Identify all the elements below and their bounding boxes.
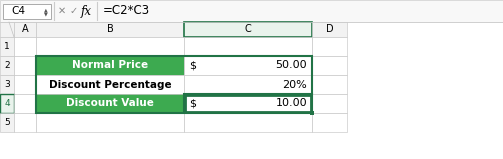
Text: A: A [22,24,28,35]
Bar [0,75,14,94]
Text: 5: 5 [4,118,10,127]
Bar [184,37,312,56]
Bar [184,113,312,132]
Bar [184,22,312,37]
Text: ▼: ▼ [44,11,48,16]
Bar [3,3,51,18]
Text: ✓: ✓ [70,6,78,16]
Text: fx: fx [80,4,92,17]
Text: C: C [244,24,252,35]
Bar [0,113,14,132]
Bar [36,37,184,56]
Bar [0,37,14,56]
Bar [184,56,312,75]
Text: 1: 1 [4,42,10,51]
Bar [0,0,503,22]
Text: Discount Value: Discount Value [66,98,154,108]
Text: 20%: 20% [282,80,307,90]
Text: 50.00: 50.00 [275,61,307,70]
Text: ▲: ▲ [44,7,48,12]
Bar [312,56,347,75]
Text: $: $ [189,61,196,70]
Bar [0,56,14,75]
Bar [312,75,347,94]
Bar [14,75,36,94]
Bar [0,22,14,37]
Bar [36,94,184,113]
Bar [36,56,312,113]
Bar [36,22,184,37]
Bar [14,37,36,56]
Bar [312,94,347,113]
Bar [0,94,14,113]
Bar [310,111,314,115]
Bar [312,22,347,37]
Text: B: B [107,24,113,35]
Bar [312,37,347,56]
Bar [14,94,36,113]
Bar [185,95,311,112]
Bar [312,113,347,132]
Bar [184,94,312,113]
Text: C4: C4 [11,6,25,16]
Bar [184,75,312,94]
Bar [36,56,184,75]
Bar [36,113,184,132]
Text: Normal Price: Normal Price [72,61,148,70]
Text: =C2*C3: =C2*C3 [103,4,150,17]
Text: 3: 3 [4,80,10,89]
Bar [36,75,184,94]
Text: 4: 4 [4,99,10,108]
Bar [14,113,36,132]
Text: D: D [325,24,333,35]
Text: $: $ [189,98,196,108]
Text: 2: 2 [4,61,10,70]
Text: Discount Percentage: Discount Percentage [49,80,172,90]
Text: 10.00: 10.00 [275,98,307,108]
Text: ✕: ✕ [58,6,66,16]
Bar [14,22,36,37]
Bar [14,56,36,75]
